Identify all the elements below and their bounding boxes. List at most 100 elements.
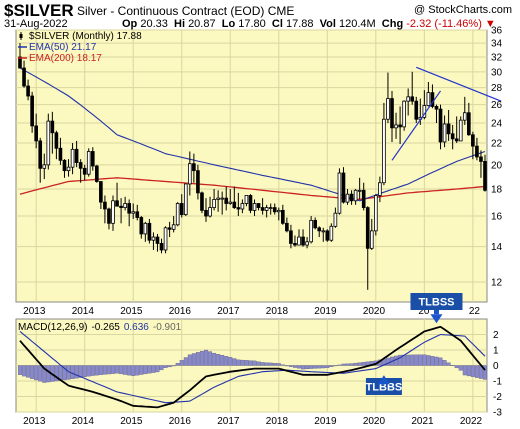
candle-body	[337, 172, 342, 214]
candle-body	[204, 209, 208, 217]
histogram-bar	[333, 365, 338, 367]
histogram-bar	[341, 363, 346, 366]
candle	[454, 116, 459, 143]
candle	[212, 189, 216, 211]
candle	[390, 90, 394, 142]
candle	[66, 159, 71, 177]
candle-body	[252, 203, 257, 211]
histogram-bar	[175, 363, 180, 366]
histogram-bar	[305, 365, 310, 370]
candle-body	[390, 98, 394, 129]
candle	[398, 106, 402, 145]
candle-body	[131, 211, 136, 214]
candle	[135, 204, 140, 221]
macd-lines	[19, 325, 486, 409]
price-tick-label: 36	[491, 26, 503, 37]
high-label: Hi	[174, 18, 185, 30]
candle	[458, 116, 463, 142]
candle	[90, 147, 95, 171]
price-tick-label: 28	[491, 83, 503, 94]
candle	[414, 96, 419, 124]
candle-body	[426, 92, 431, 106]
histogram-bar	[224, 356, 229, 366]
macd-x-tick-label: 2014	[72, 416, 95, 427]
candle	[450, 124, 455, 150]
candle	[426, 81, 431, 107]
histogram-bar	[232, 358, 237, 366]
macd-x-tick-label: 2015	[120, 416, 143, 427]
chart-date: 31-Aug-2022	[4, 18, 68, 30]
candle-body	[212, 199, 216, 208]
candle-body	[256, 203, 261, 208]
candle-body	[220, 197, 224, 200]
macd-x-tick-label: 2022	[460, 416, 483, 427]
histogram-bar	[276, 363, 281, 366]
candle-body	[74, 148, 79, 163]
candle	[268, 203, 273, 215]
histogram-bar	[135, 365, 140, 376]
histogram-bar	[127, 365, 132, 376]
histogram-bar	[357, 362, 362, 366]
candle	[276, 207, 281, 221]
histogram-bar	[119, 365, 124, 375]
candle-body	[147, 222, 152, 241]
candle	[224, 186, 229, 211]
candle-body	[369, 230, 374, 249]
histogram-bar	[70, 365, 75, 379]
histogram-bar	[26, 365, 31, 378]
macd-x-tick-label: 2017	[217, 416, 240, 427]
histogram-bar	[98, 365, 103, 375]
candle-body	[402, 100, 406, 128]
candle-body	[224, 197, 229, 204]
candle	[70, 142, 75, 175]
legend-label: EMA(50) 21.17	[29, 42, 97, 53]
candle-body	[297, 236, 301, 246]
candle	[285, 217, 289, 233]
candle-body	[62, 159, 67, 172]
histogram-bar	[102, 365, 107, 375]
candle	[123, 196, 127, 211]
candle	[208, 196, 212, 218]
change-down-icon: ▼	[484, 18, 496, 30]
description-text: Silver - Continuous Contract (EOD)	[77, 4, 265, 18]
histogram-bar	[426, 355, 431, 366]
candle	[30, 91, 34, 133]
histogram-bar	[163, 365, 168, 368]
macd-x-tick-label: 2020	[363, 416, 386, 427]
histogram-bar	[131, 365, 136, 376]
candle	[188, 151, 192, 196]
price-tick-label: 34	[491, 39, 503, 50]
histogram-bar	[212, 352, 217, 366]
histogram-bar	[147, 365, 152, 374]
candle	[462, 96, 467, 125]
candle-body	[163, 227, 168, 251]
histogram-bar	[430, 356, 435, 366]
price-tick-label: 16	[491, 212, 503, 223]
legend-candle-icon	[19, 34, 23, 38]
macd-legend-label: MACD(12,26,9)	[18, 322, 87, 333]
candle-body	[192, 163, 196, 172]
histogram-bar	[466, 365, 471, 377]
histogram-bar	[349, 363, 354, 366]
candle-body	[268, 207, 273, 209]
callout: TLBBS	[365, 375, 402, 395]
candle-body	[232, 201, 237, 208]
candle-body	[349, 193, 354, 202]
candle	[240, 199, 245, 214]
candle	[167, 221, 172, 238]
candle-body	[38, 140, 43, 169]
macd-tick-label: 0	[493, 361, 499, 372]
price-x-tick-label: 2015	[120, 306, 143, 317]
candle-body	[240, 203, 245, 210]
signal-line	[19, 330, 486, 404]
histogram-bar	[325, 365, 330, 368]
candle-body	[398, 124, 402, 128]
histogram-bar	[123, 365, 128, 375]
histogram-bar	[143, 365, 148, 375]
candle	[442, 115, 447, 148]
callout-box	[365, 378, 402, 395]
trendline	[391, 90, 442, 161]
candle	[333, 207, 338, 228]
histogram-bar	[470, 365, 475, 377]
